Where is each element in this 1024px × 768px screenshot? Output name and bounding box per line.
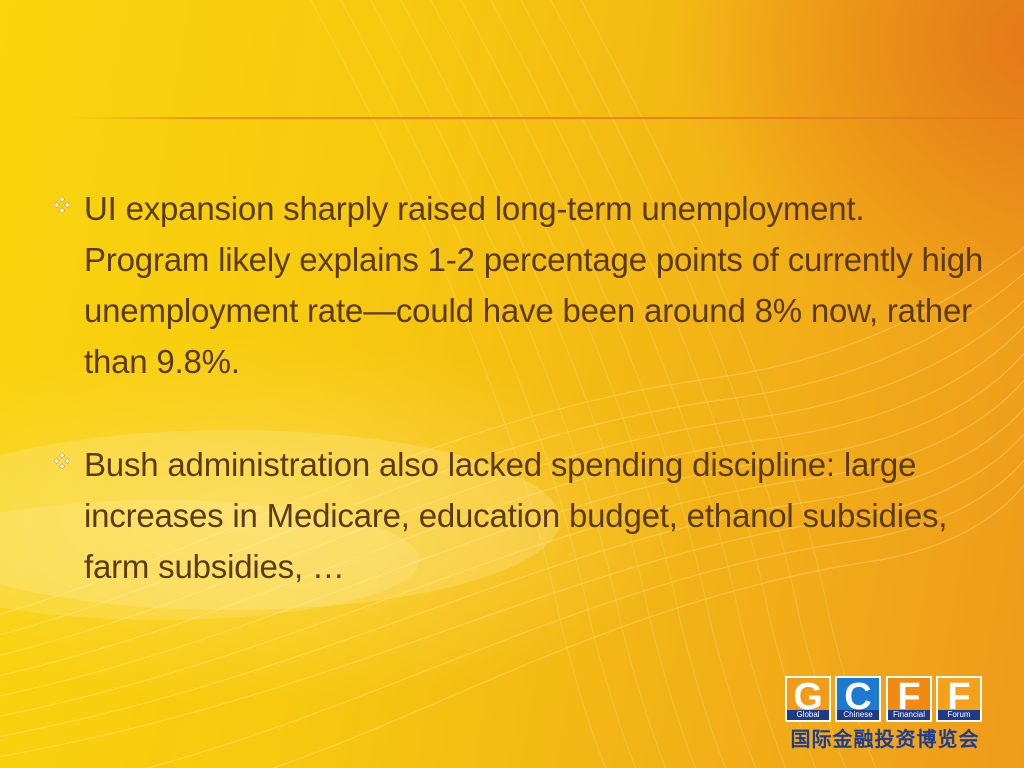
logo-chinese-title: 国际金融投资博览会: [790, 727, 980, 751]
bullet-text: UI expansion sharply raised long-term un…: [84, 190, 984, 380]
bullet-text: Bush administration also lacked spending…: [84, 446, 948, 585]
logo-letter-f: F Financial: [886, 676, 932, 722]
logo-letter: F: [947, 676, 971, 718]
logo-letter: G: [793, 676, 823, 718]
bullet-item: UI expansion sharply raised long-term un…: [48, 183, 988, 387]
title-divider: [70, 117, 1024, 119]
logo-sublabel: Global: [787, 710, 829, 720]
logo-sublabel: Forum: [938, 710, 980, 720]
logo-sublabel: Financial: [888, 710, 930, 720]
logo-sublabel: Chinese: [837, 710, 879, 720]
four-diamond-icon: [54, 453, 70, 469]
bullet-item: Bush administration also lacked spending…: [48, 439, 988, 592]
logo-letter: F: [897, 676, 921, 718]
gcff-logo: G Global C Chinese F Financial F Forum 国…: [782, 676, 988, 758]
logo-letter: C: [844, 676, 872, 718]
four-diamond-icon: [54, 197, 70, 213]
logo-letter-c: C Chinese: [835, 676, 881, 722]
logo-letter-g: G Global: [785, 676, 831, 722]
logo-letter-f: F Forum: [936, 676, 982, 722]
bullet-list: UI expansion sharply raised long-term un…: [48, 183, 988, 644]
